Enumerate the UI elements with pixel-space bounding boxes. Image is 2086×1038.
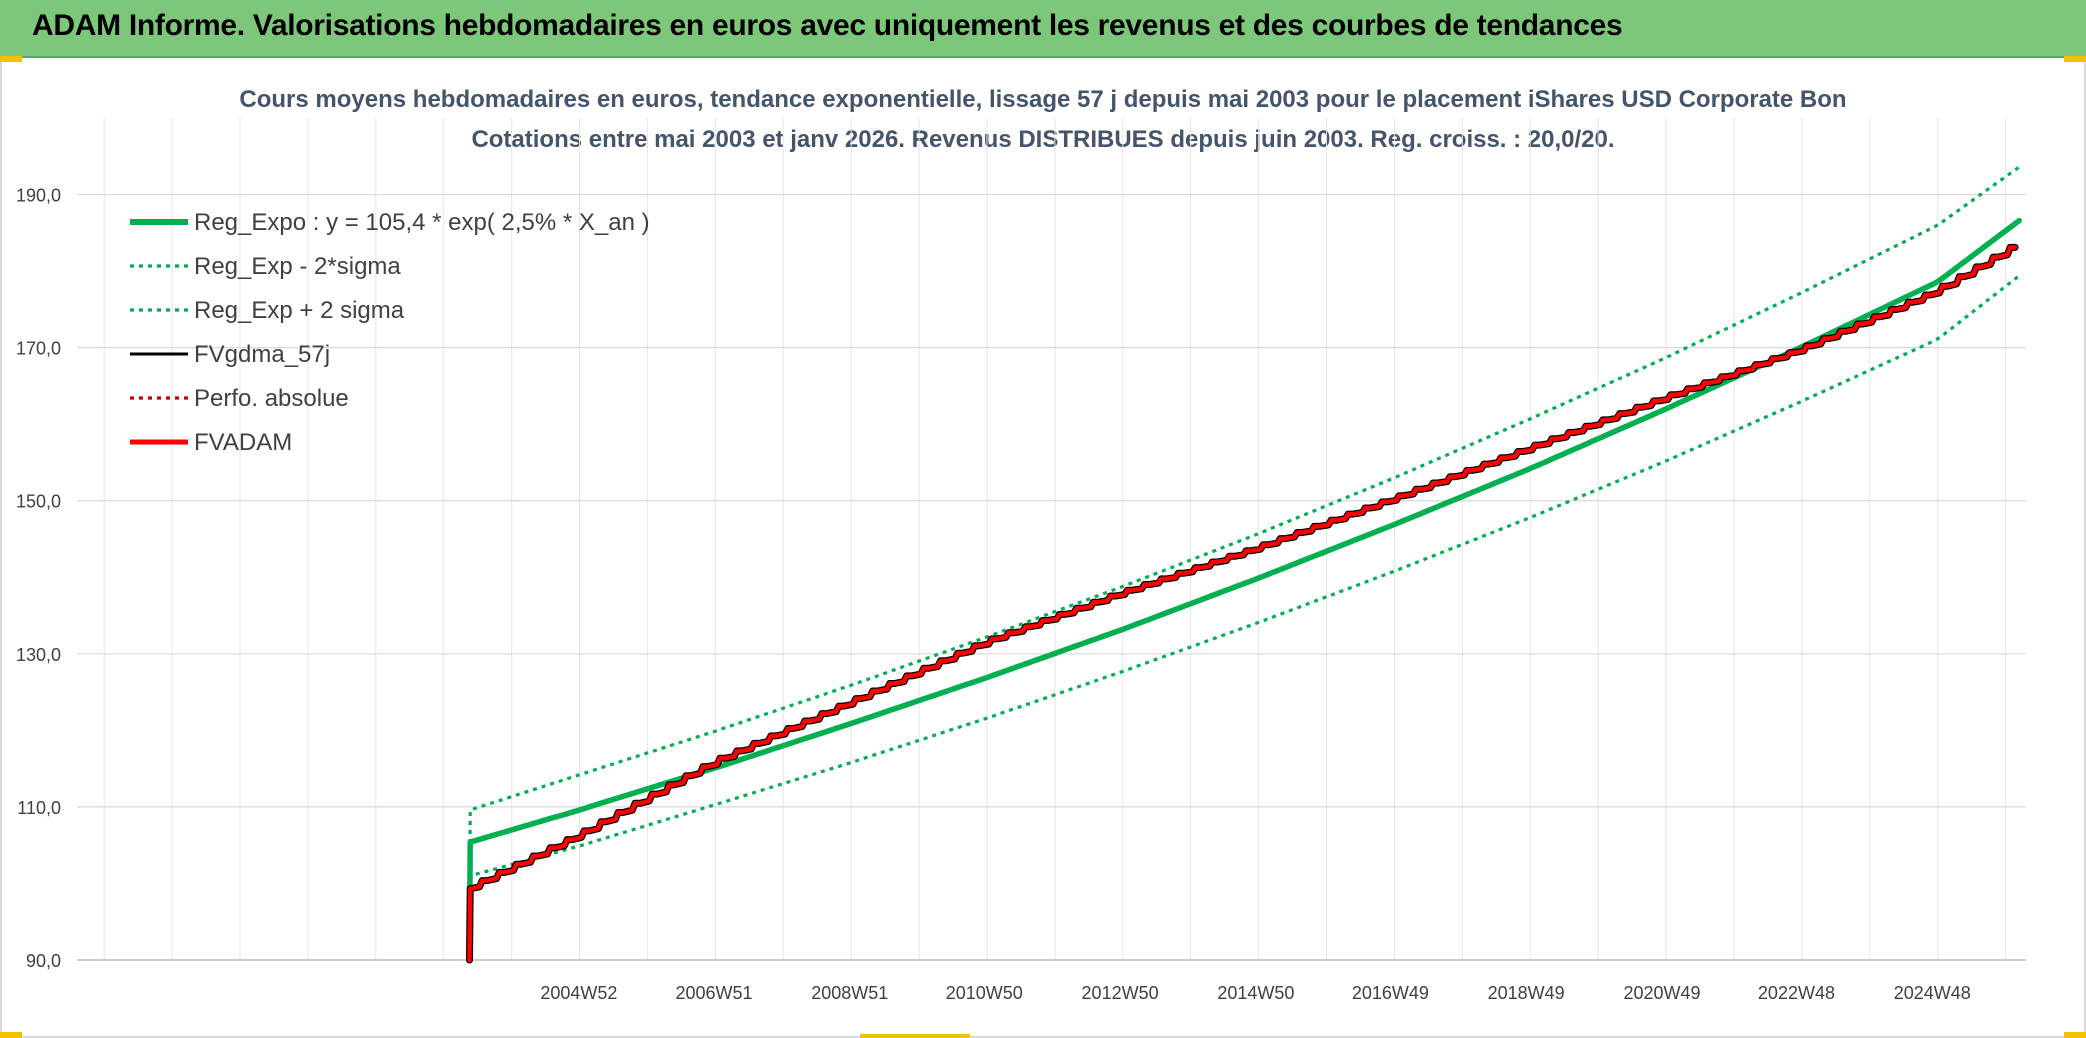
x-tick-label: 2020W49	[1623, 983, 1700, 1003]
legend-label-reg-exp-2-sigma: Reg_Exp + 2 sigma	[194, 297, 405, 324]
x-tick-label: 2008W51	[811, 983, 888, 1003]
legend-label-reg-exp-2-sigma: Reg_Exp - 2*sigma	[194, 253, 401, 280]
legend-label-fvadam: FVADAM	[194, 429, 292, 456]
y-tick-label: 90,0	[26, 951, 61, 971]
report-title: ADAM Informe. Valorisations hebdomadaire…	[32, 9, 1623, 42]
corner-marker	[2064, 1032, 2086, 1038]
y-tick-label: 110,0	[17, 798, 61, 818]
corner-marker	[0, 1032, 22, 1038]
corner-marker	[860, 1034, 970, 1038]
x-tick-label: 2022W48	[1758, 983, 1835, 1003]
x-tick-label: 2010W50	[946, 983, 1023, 1003]
x-tick-label: 2016W49	[1352, 983, 1429, 1003]
chart-title: Cours moyens hebdomadaires en euros, ten…	[239, 86, 1847, 113]
legend-label-perfo-absolue: Perfo. absolue	[194, 385, 349, 412]
report-banner: ADAM Informe. Valorisations hebdomadaire…	[0, 0, 2086, 58]
x-tick-label: 2014W50	[1217, 983, 1294, 1003]
x-tick-label: 2018W49	[1488, 983, 1565, 1003]
series-line-fvgdma-57j	[466, 243, 2019, 964]
y-tick-label: 130,0	[16, 645, 61, 665]
corner-marker	[0, 56, 22, 62]
series-line-reg-exp-2-sigma	[467, 274, 2021, 961]
legend-label-fvgdma-57j: FVgdma_57j	[194, 341, 330, 368]
y-tick-label: 170,0	[16, 339, 61, 359]
x-tick-label: 2012W50	[1082, 983, 1159, 1003]
legend-label-reg-expo-y-105-4-exp-2-5-x-an: Reg_Expo : y = 105,4 * exp( 2,5% * X_an …	[194, 209, 650, 236]
y-tick-label: 150,0	[16, 492, 61, 512]
x-tick-label: 2024W48	[1894, 983, 1971, 1003]
x-tick-label: 2004W52	[540, 983, 617, 1003]
y-tick-label: 190,0	[16, 186, 61, 206]
x-tick-label: 2006W51	[675, 983, 752, 1003]
series-line-reg-expo-y-105-4-exp-2-5-x-an	[466, 217, 2022, 963]
corner-marker	[2064, 56, 2086, 62]
series-line-fvadam	[467, 245, 2018, 963]
chart-subtitle: Cotations entre mai 2003 et janv 2026. R…	[471, 126, 1615, 153]
series-line-reg-exp-2-sigma	[467, 165, 2021, 961]
